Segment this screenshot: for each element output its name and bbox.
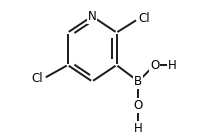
Text: N: N [88,10,97,23]
Text: Cl: Cl [32,72,43,85]
Text: H: H [134,122,143,135]
Text: O: O [150,59,159,72]
Text: O: O [134,99,143,112]
Text: H: H [168,59,177,72]
Text: B: B [134,75,142,88]
Text: Cl: Cl [138,12,150,26]
